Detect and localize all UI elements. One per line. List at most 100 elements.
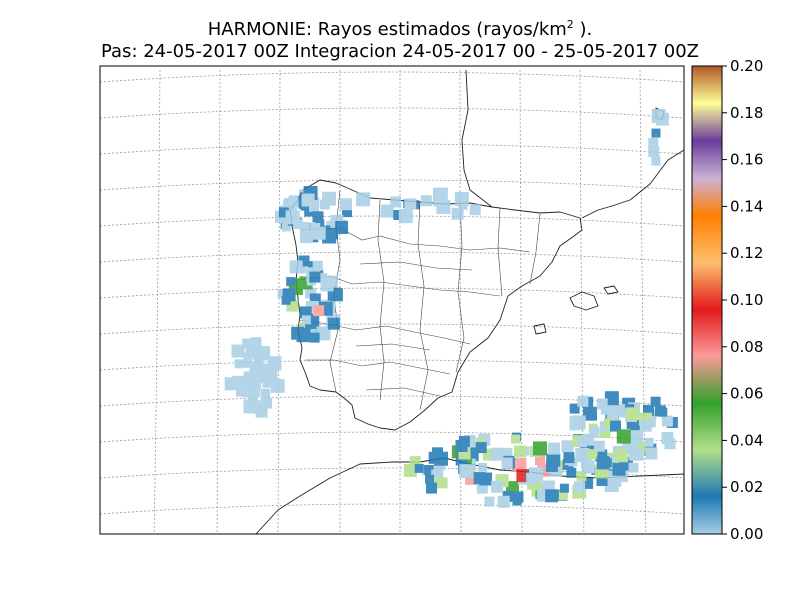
density-cell (469, 204, 481, 216)
density-cell (604, 391, 619, 406)
mallorca-coast (569, 291, 599, 311)
density-cell (612, 462, 626, 476)
colorbar-ticks: 0.00 0.02 0.04 0.06 0.08 0.10 0.12 0.14 0.16 0.18… (722, 57, 763, 543)
density-cell (512, 491, 524, 503)
density-cell (261, 397, 272, 409)
density-cell (563, 452, 575, 464)
colorbar-tick-label: 0.08 (730, 338, 763, 356)
density-cell (277, 289, 287, 299)
density-cell (270, 378, 285, 393)
density-cell (651, 109, 666, 123)
density-cell (587, 449, 598, 460)
density-cell (545, 489, 559, 503)
colorbar-tick-label: 0.14 (730, 197, 763, 215)
density-cell (454, 192, 469, 206)
density-cell (617, 472, 628, 483)
density-cell (511, 434, 520, 444)
density-cell (232, 375, 245, 388)
colorbar-gradient (692, 66, 722, 534)
colorbar-tick-label: 0.12 (730, 244, 763, 262)
density-cell (309, 271, 321, 283)
density-cell (258, 363, 270, 375)
density-cell (651, 156, 661, 166)
density-cell (497, 495, 510, 508)
density-cell (596, 475, 608, 486)
density-cell (614, 449, 628, 463)
density-cell (476, 482, 488, 494)
density-cell (243, 358, 253, 368)
density-cell (478, 462, 488, 472)
density-cell (593, 440, 605, 452)
density-cell (490, 447, 504, 461)
density-cell (501, 457, 513, 469)
density-cell (630, 430, 644, 444)
map-plot-area (100, 66, 684, 534)
density-cell (284, 197, 294, 207)
density-cell (278, 207, 289, 218)
density-cell (596, 398, 608, 410)
density-cell (322, 191, 337, 206)
density-cell (651, 128, 661, 138)
density-cell (559, 483, 569, 493)
density-cell (316, 326, 331, 341)
density-cell (581, 460, 595, 474)
density-cell (600, 404, 611, 415)
density-cell (261, 388, 270, 398)
france-coast (581, 149, 684, 219)
density-cell (252, 400, 264, 412)
density-cell (558, 491, 568, 501)
density-cell (324, 225, 339, 240)
density-cell (312, 260, 323, 271)
density-cell (590, 426, 599, 436)
title-prefix: HARMONIE: Rayos estimados (rayos/km (207, 19, 567, 40)
density-cell (569, 416, 584, 431)
colorbar-tick-label: 0.02 (730, 478, 763, 496)
density-cell (654, 405, 666, 417)
density-cell (301, 315, 311, 325)
density-cell (574, 481, 585, 493)
density-cell (599, 427, 611, 438)
density-cell (619, 408, 629, 418)
density-cell (329, 292, 339, 301)
density-cell (561, 440, 574, 453)
colorbar-tick-label: 0.04 (730, 431, 763, 449)
density-cell (393, 210, 404, 220)
graticule-parallels (100, 71, 684, 515)
title-superscript: 2 (566, 18, 574, 31)
lightning-density-cells (224, 109, 678, 508)
density-cell (455, 440, 468, 452)
density-cell (434, 451, 448, 466)
density-cell (576, 471, 587, 482)
density-cell (309, 332, 320, 343)
density-cell (583, 406, 597, 421)
density-cell (250, 337, 262, 349)
density-cell (512, 458, 527, 472)
density-cell (312, 211, 324, 223)
density-cell (340, 198, 352, 211)
plot-frame (99, 65, 685, 535)
density-cell (484, 496, 495, 507)
density-cell (648, 138, 659, 148)
density-cell (628, 446, 642, 460)
density-cell (309, 201, 319, 212)
density-cell (566, 467, 577, 478)
biscay-coast (461, 69, 493, 208)
density-cell (475, 442, 487, 454)
density-cell (234, 359, 244, 369)
density-cell (404, 199, 415, 210)
density-cell (320, 278, 334, 292)
density-cell (616, 429, 631, 444)
density-cell (313, 305, 325, 317)
density-cell (256, 346, 271, 361)
density-cell (577, 395, 589, 407)
density-cell (309, 293, 321, 305)
density-cell (299, 222, 310, 233)
density-cell (569, 403, 580, 414)
density-cell (491, 480, 504, 493)
density-cell (390, 196, 402, 208)
density-cell (249, 362, 260, 373)
density-cell (459, 464, 474, 479)
colorbar-tick-label: 0.18 (730, 104, 763, 122)
density-cell (533, 441, 547, 456)
